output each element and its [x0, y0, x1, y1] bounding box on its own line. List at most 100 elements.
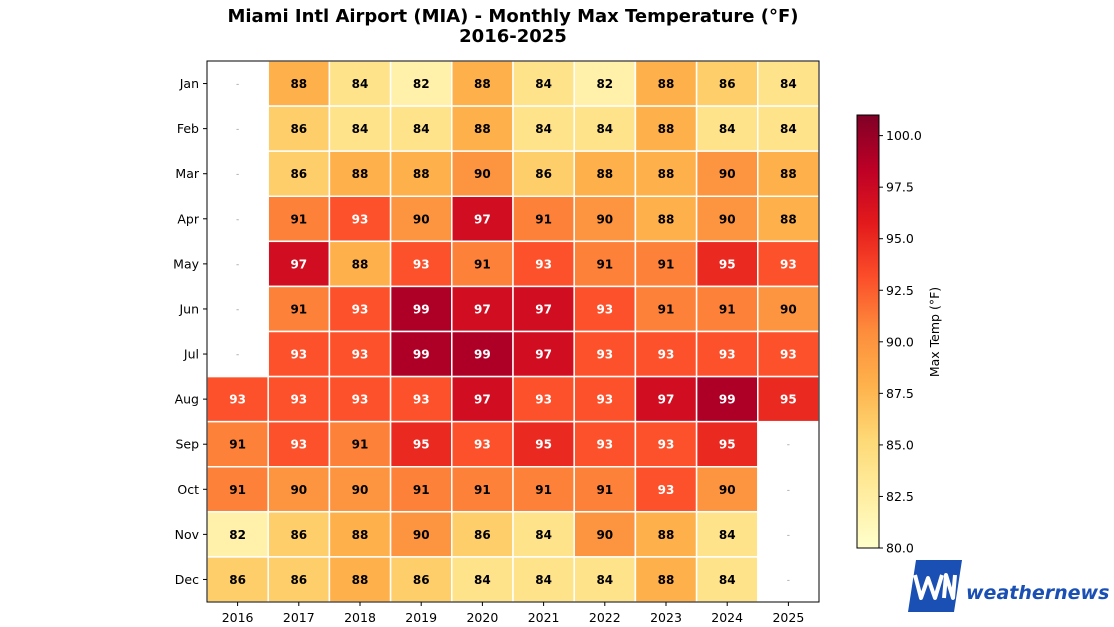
heatmap-cell — [451, 511, 514, 558]
x-axis: 2016 2017 2018 2019 2020 2021 2022 2023 2024 2025 — [222, 602, 804, 625]
cell-value-label: 99 — [474, 348, 491, 362]
heatmap-cell — [328, 195, 392, 243]
cell-value-label: 91 — [535, 212, 552, 226]
cell-value-label: 88 — [352, 573, 369, 587]
heatmap-cell — [328, 420, 392, 468]
cell-value-label: 93 — [352, 302, 369, 316]
cell-value-label: 93 — [413, 257, 430, 271]
weathernews-logo: weathernews — [908, 560, 1109, 612]
heatmap-cell — [695, 105, 759, 152]
heatmap-cell — [267, 240, 331, 288]
heatmap-cell — [328, 466, 392, 513]
y-tick-label: Dec — [175, 572, 199, 587]
cell-value-label: 97 — [474, 212, 491, 226]
cell-value-label: 90 — [719, 483, 736, 497]
cell-value-label: 95 — [719, 257, 736, 271]
colorbar-gradient — [856, 114, 880, 549]
heatmap-cell — [389, 105, 453, 152]
heatmap-cell — [573, 466, 637, 513]
cell-value-label: 88 — [596, 167, 613, 181]
heatmap-cells — [206, 60, 820, 603]
cell-value-label: 93 — [658, 438, 675, 452]
colorbar-tick-label: 95.0 — [886, 231, 914, 246]
x-tick-label: 2023 — [650, 610, 682, 625]
cell-value-label: 88 — [474, 77, 491, 91]
cell-value-label: 93 — [596, 348, 613, 362]
cell-value-label: 91 — [658, 257, 675, 271]
missing-cell-label: - — [787, 575, 790, 585]
cell-value-label: 95 — [719, 438, 736, 452]
cell-value-label: 88 — [658, 167, 675, 181]
cell-value-label: 86 — [719, 77, 736, 91]
cell-value-label: 90 — [719, 212, 736, 226]
cell-value-label: 90 — [413, 528, 430, 542]
heatmap-cell — [389, 150, 453, 198]
cell-value-label: 97 — [474, 302, 491, 316]
cell-value-label: 91 — [413, 483, 430, 497]
cell-value-label: 86 — [535, 167, 552, 181]
cell-value-label: 82 — [596, 77, 613, 91]
x-tick-label: 2016 — [222, 610, 254, 625]
x-tick-label: 2017 — [283, 610, 315, 625]
cell-value-label: 90 — [780, 302, 797, 316]
heatmap-cell — [512, 375, 575, 423]
cell-value-label: 88 — [474, 122, 491, 136]
cell-value-label: 93 — [474, 438, 491, 452]
heatmap-cell — [512, 285, 575, 333]
wn-logo-mark-icon — [908, 560, 962, 612]
cell-value-label: 88 — [352, 257, 369, 271]
heatmap-cell — [451, 375, 514, 423]
cell-value-label: 91 — [229, 438, 246, 452]
colorbar: 80.0 82.5 85.0 87.5 90.0 92.5 95.0 97.5 100.0 — [856, 114, 922, 556]
heatmap-cell — [634, 511, 698, 558]
heatmap-cell — [451, 285, 514, 333]
cell-value-label: 84 — [535, 77, 552, 91]
heatmap-cell — [451, 150, 514, 198]
cell-value-label: 88 — [658, 77, 675, 91]
y-axis: Jan Feb Mar Apr May Jun Jul Aug Sep Oct Nov Dec — [173, 76, 207, 587]
cell-value-label: 95 — [535, 438, 552, 452]
missing-cell-label: - — [787, 440, 790, 450]
heatmap-cell — [267, 195, 331, 243]
cell-value-label: 86 — [229, 573, 246, 587]
cell-value-label: 93 — [780, 257, 797, 271]
heatmap-cell — [267, 330, 331, 378]
cell-value-label: 91 — [290, 212, 307, 226]
heatmap-cell — [267, 285, 331, 333]
cell-value-label: 93 — [290, 438, 307, 452]
cell-value-label: 91 — [474, 257, 491, 271]
cell-value-label: 99 — [413, 302, 430, 316]
cell-value-label: 84 — [474, 573, 491, 587]
heatmap-cell — [451, 466, 514, 513]
colorbar-tick-label: 80.0 — [886, 541, 914, 556]
x-tick-label: 2020 — [466, 610, 498, 625]
cell-value-label: 93 — [290, 393, 307, 407]
heatmap-cell — [757, 150, 820, 198]
cell-value-label: 97 — [290, 257, 307, 271]
colorbar-tick-label: 97.5 — [886, 180, 914, 195]
cell-value-label: 84 — [535, 528, 552, 542]
colorbar-tick-label: 90.0 — [886, 334, 914, 349]
heatmap-cell — [757, 240, 820, 288]
heatmap-cell — [512, 330, 575, 378]
cell-value-label: 84 — [535, 122, 552, 136]
y-tick-label: Sep — [175, 437, 199, 452]
cell-value-label: 93 — [352, 348, 369, 362]
cell-value-label: 84 — [596, 573, 613, 587]
heatmap-cell — [451, 195, 514, 243]
cell-value-label: 88 — [658, 573, 675, 587]
heatmap-cell — [389, 375, 453, 423]
heatmap-cell — [757, 105, 820, 152]
heatmap-cell — [451, 420, 514, 468]
heatmap-cell — [695, 511, 759, 558]
cell-value-label: 97 — [658, 393, 675, 407]
heatmap-cell — [389, 285, 453, 333]
heatmap-cell — [267, 60, 331, 107]
cell-value-label: 84 — [780, 122, 797, 136]
cell-value-label: 88 — [780, 167, 797, 181]
heatmap-cell — [512, 466, 575, 513]
cell-value-label: 84 — [413, 122, 430, 136]
cell-value-label: 93 — [596, 393, 613, 407]
cell-value-label: 93 — [229, 393, 246, 407]
cell-value-label: 86 — [290, 167, 307, 181]
